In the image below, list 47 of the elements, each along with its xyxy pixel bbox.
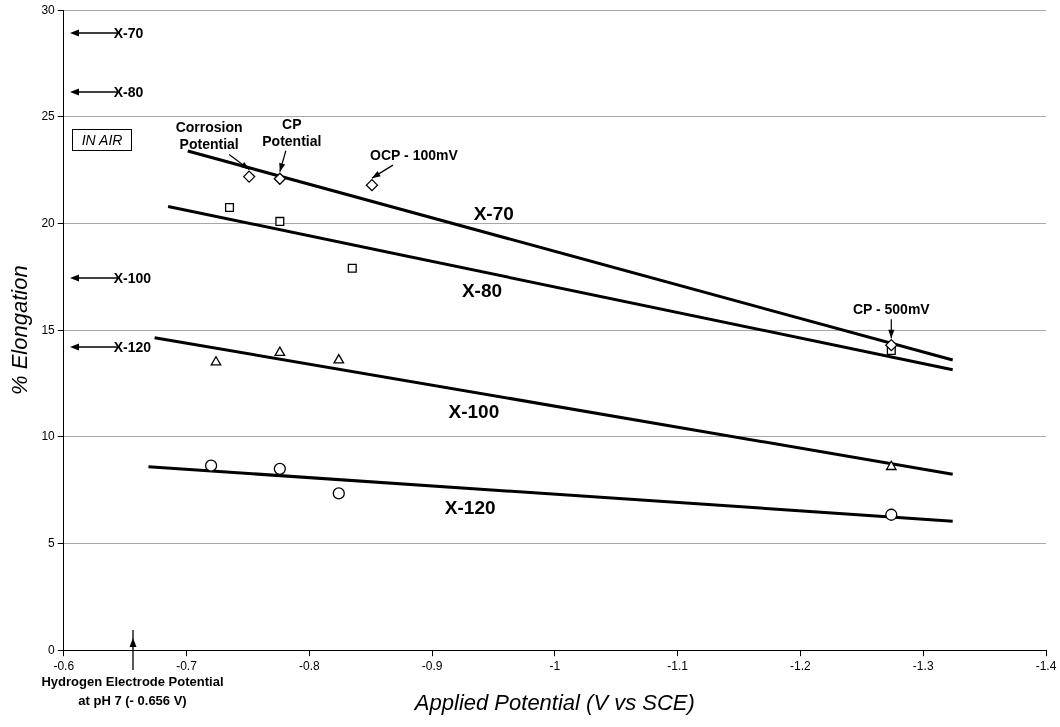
point (333, 353, 345, 364)
annotation: CP - 500mV (852, 300, 931, 317)
point (347, 263, 357, 273)
x-tick-label: -1.4 (1035, 658, 1057, 673)
point (885, 460, 897, 471)
text: Hydrogen Electrode Potential at pH 7 (- 0.656 V) (40, 673, 225, 711)
y-tick-label: 5 (48, 535, 56, 550)
series-label: X-80 (461, 279, 503, 301)
point (273, 462, 286, 476)
point (332, 487, 345, 500)
annotation: X-70 (113, 24, 144, 41)
point (224, 202, 235, 213)
y-tick-label: 20 (41, 215, 56, 230)
y-tick-label: 25 (41, 109, 56, 124)
point (365, 178, 379, 192)
x-tick-label: -0.8 (298, 658, 320, 673)
x-tick-label: -1.1 (667, 658, 689, 673)
annotation: IN AIR (71, 129, 133, 152)
point (243, 170, 256, 183)
x-tick-label: -1.3 (912, 658, 934, 673)
annotation: OCP - 100mV (370, 146, 459, 163)
point (275, 216, 285, 226)
x-tick-label: -1.2 (790, 658, 812, 673)
series-label: X-100 (448, 400, 500, 422)
annotation: X-100 (113, 269, 152, 286)
point (273, 172, 286, 185)
y-tick-label: 10 (41, 429, 56, 444)
point (885, 338, 898, 352)
point (204, 459, 218, 472)
annotation: Corrosion Potential (175, 119, 243, 153)
x-tick-label: -1 (549, 658, 561, 673)
y-axis-title: % Elongation (7, 265, 33, 396)
point (885, 508, 898, 521)
annotation: X-80 (113, 84, 144, 101)
x-tick-label: -0.9 (421, 658, 443, 673)
point (274, 346, 286, 356)
y-tick-label: 15 (41, 322, 56, 337)
y-tick-label: 30 (41, 2, 56, 17)
series-label: X-120 (444, 496, 496, 518)
series-label: X-70 (473, 202, 514, 224)
point (210, 356, 222, 366)
x-tick-label: -0.6 (53, 658, 75, 673)
annotation: CP Potential (262, 115, 322, 149)
x-axis-title: Applied Potential (V vs SCE) (412, 689, 695, 715)
annotation: X-120 (113, 339, 152, 356)
x-tick-label: -0.7 (176, 658, 198, 673)
y-tick-label: 0 (48, 642, 56, 657)
